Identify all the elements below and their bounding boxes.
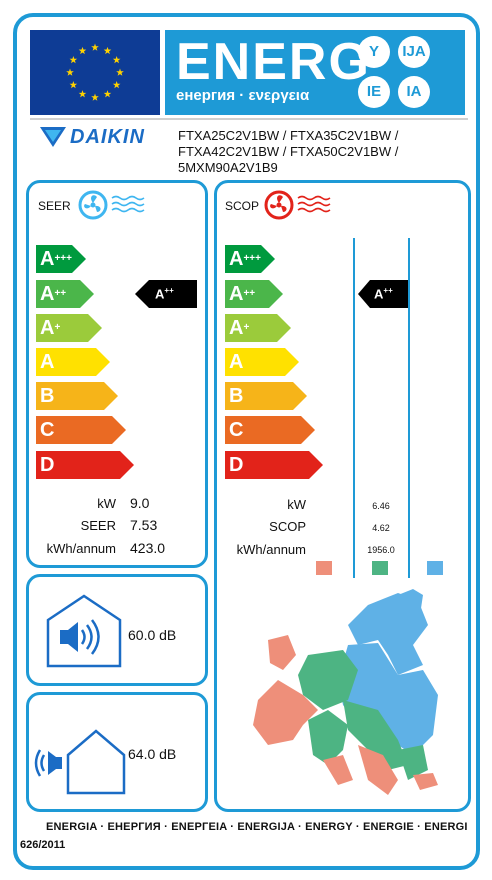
lang-badge-y: Y xyxy=(358,36,390,68)
cooling-class-arrow: A++ xyxy=(36,280,94,308)
cooling-rating-label: A++ xyxy=(155,286,174,302)
brand-row xyxy=(30,118,468,176)
cooling-fan-icon xyxy=(78,190,145,220)
energ-title: ENERG xyxy=(176,33,371,91)
scop-title: SCOP xyxy=(225,199,260,213)
cooling-class-label: C xyxy=(40,419,55,441)
lang-badge-ija: IJA xyxy=(398,36,430,68)
eu-star-icon xyxy=(103,46,112,55)
brand-name: DAIKIN xyxy=(70,125,145,148)
cooling-class-arrow: A+++ xyxy=(36,245,86,273)
heating-class-label: A++ xyxy=(229,283,256,305)
eu-star-icon xyxy=(112,81,121,89)
indoor-noise-value: 60.0 dB xyxy=(128,627,177,643)
heating-kwh-label: kWh/annum xyxy=(236,542,306,557)
eu-star-icon xyxy=(66,68,74,76)
footer-languages: ENERGIA · ЕНЕРГИЯ · ENEPГEIA · ENERGIJA … xyxy=(46,821,468,833)
indoor-noise-panel xyxy=(26,574,208,686)
zone-divider xyxy=(408,238,410,578)
daikin-logo: DAIKIN xyxy=(40,126,145,148)
scop-value: 4.62 xyxy=(372,523,390,533)
eu-star-icon xyxy=(91,93,99,101)
heating-kw-label: kW xyxy=(287,497,306,512)
eu-star-icon xyxy=(103,90,112,98)
energ-subtitle: енергия · ενεργεια xyxy=(176,87,310,104)
daikin-triangle-icon xyxy=(40,127,66,147)
cooling-class-arrow: B xyxy=(36,382,118,410)
heating-class-arrow: A+++ xyxy=(225,245,275,273)
model-line: FTXA25C2V1BW / FTXA35C2V1BW / xyxy=(178,128,399,143)
heating-kwh-value: 1956.0 xyxy=(367,545,395,555)
outdoor-sound-house-icon xyxy=(34,729,126,795)
eu-star-icon xyxy=(91,43,99,51)
heating-class-label: A+++ xyxy=(229,248,261,270)
cooling-class-arrow: A xyxy=(36,348,110,376)
seer-value: 7.53 xyxy=(130,517,158,533)
heating-fan-icon xyxy=(264,190,331,220)
cold-zone-chip xyxy=(427,561,443,575)
heating-class-label: C xyxy=(229,419,244,441)
cooling-class-label: A xyxy=(40,351,55,373)
scop-label: SCOP xyxy=(269,519,306,534)
cooling-kw-label: kW xyxy=(97,496,116,511)
cooling-kw-value: 9.0 xyxy=(130,495,150,511)
zone-divider xyxy=(353,238,355,578)
regulation-number: 626/2011 xyxy=(20,839,66,851)
lang-badge-ia: IA xyxy=(398,76,430,108)
model-list: FTXA25C2V1BW / FTXA35C2V1BW / FTXA42C2V1… xyxy=(178,128,448,176)
heating-class-label: A xyxy=(229,351,244,373)
cooling-class-arrow: D xyxy=(36,451,134,479)
heating-class-arrow: A+ xyxy=(225,314,291,342)
cooling-class-label: A+ xyxy=(40,317,61,339)
cooling-class-label: A++ xyxy=(40,283,67,305)
heating-class-arrow: B xyxy=(225,382,307,410)
eu-star-icon xyxy=(69,81,78,89)
heating-rating-arrow: A++ xyxy=(358,280,408,308)
heating-kw-value: 6.46 xyxy=(372,501,390,511)
heating-class-label: A+ xyxy=(229,317,250,339)
heating-class-arrow: A xyxy=(225,348,299,376)
outdoor-noise-value: 64.0 dB xyxy=(128,746,177,762)
cooling-class-arrow: A+ xyxy=(36,314,102,342)
indoor-speaker-icon xyxy=(46,594,122,668)
eu-star-icon xyxy=(116,68,124,76)
cooling-rating-arrow: A++ xyxy=(135,280,197,308)
heating-class-arrow: D xyxy=(225,451,323,479)
cooling-kwh-label: kWh/annum xyxy=(46,541,116,556)
eu-star-icon xyxy=(78,46,87,55)
europe-climate-map-icon xyxy=(253,589,438,795)
eu-flag-icon xyxy=(30,30,160,115)
model-line: 5MXM90A2V1B9 xyxy=(178,160,278,175)
heating-rating-label: A++ xyxy=(374,286,393,302)
heating-class-arrow: C xyxy=(225,416,315,444)
cooling-class-label: D xyxy=(40,454,55,476)
heating-class-label: B xyxy=(229,385,244,407)
lang-badge-ie: IE xyxy=(358,76,390,108)
eu-star-icon xyxy=(69,56,78,64)
heating-class-label: D xyxy=(229,454,244,476)
cooling-class-label: B xyxy=(40,385,55,407)
heating-class-arrow: A++ xyxy=(225,280,283,308)
eu-star-icon xyxy=(112,56,121,64)
average-zone-chip xyxy=(372,561,388,575)
cooling-kwh-value: 423.0 xyxy=(130,540,166,556)
cooling-panel xyxy=(26,180,208,568)
cooling-class-label: A+++ xyxy=(40,248,72,270)
eu-star-icon xyxy=(78,90,87,98)
seer-title: SEER xyxy=(38,199,71,213)
warm-zone-chip xyxy=(316,561,332,575)
seer-label: SEER xyxy=(80,518,116,533)
cooling-class-arrow: C xyxy=(36,416,126,444)
model-line: FTXA42C2V1BW / FTXA50C2V1BW / xyxy=(178,144,399,159)
